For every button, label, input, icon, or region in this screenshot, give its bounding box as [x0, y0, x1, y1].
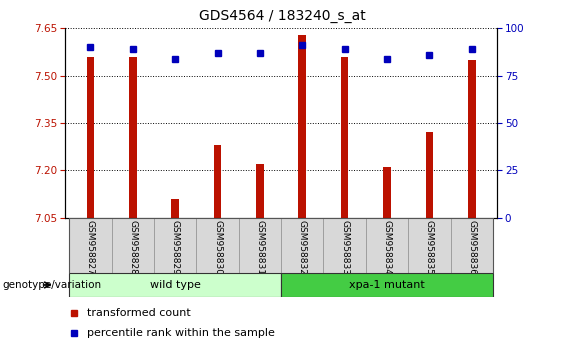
Bar: [197, 218, 238, 273]
Bar: [86, 57, 94, 218]
Bar: [323, 218, 366, 273]
Text: GSM958831: GSM958831: [255, 221, 264, 275]
Bar: [154, 218, 197, 273]
Bar: [408, 218, 451, 273]
Bar: [69, 218, 112, 273]
Bar: [69, 273, 281, 297]
Bar: [468, 60, 476, 218]
Text: GSM958828: GSM958828: [128, 221, 137, 275]
Text: GSM958830: GSM958830: [213, 221, 222, 275]
Text: xpa-1 mutant: xpa-1 mutant: [349, 280, 425, 290]
Text: GSM958835: GSM958835: [425, 221, 434, 275]
Bar: [383, 167, 391, 218]
Bar: [366, 218, 408, 273]
Text: GSM958834: GSM958834: [383, 221, 392, 275]
Text: GSM958829: GSM958829: [171, 221, 180, 275]
Text: GSM958827: GSM958827: [86, 221, 95, 275]
Text: genotype/variation: genotype/variation: [3, 280, 102, 290]
Bar: [281, 218, 323, 273]
Bar: [129, 57, 137, 218]
Bar: [281, 273, 493, 297]
Bar: [256, 164, 264, 218]
Bar: [214, 145, 221, 218]
Text: percentile rank within the sample: percentile rank within the sample: [86, 328, 275, 338]
Bar: [112, 218, 154, 273]
Text: GSM958836: GSM958836: [467, 221, 476, 275]
Text: GDS4564 / 183240_s_at: GDS4564 / 183240_s_at: [199, 9, 366, 23]
Text: wild type: wild type: [150, 280, 201, 290]
Bar: [298, 35, 306, 218]
Text: GSM958833: GSM958833: [340, 221, 349, 275]
Bar: [238, 218, 281, 273]
Bar: [425, 132, 433, 218]
Bar: [171, 199, 179, 218]
Text: transformed count: transformed count: [86, 308, 190, 318]
Bar: [341, 57, 349, 218]
Text: GSM958832: GSM958832: [298, 221, 307, 275]
Bar: [451, 218, 493, 273]
